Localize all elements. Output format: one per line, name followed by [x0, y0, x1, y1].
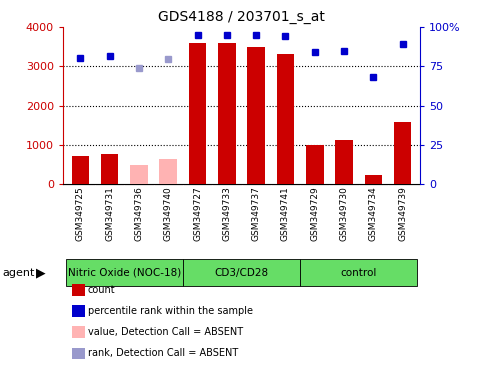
Text: value, Detection Call = ABSENT: value, Detection Call = ABSENT	[88, 327, 243, 337]
Bar	[335, 140, 353, 184]
Bar	[183, 259, 300, 286]
Bar	[218, 43, 236, 184]
Bar	[277, 55, 294, 184]
Text: CD3/CD28: CD3/CD28	[214, 268, 269, 278]
Bar	[159, 159, 177, 184]
Text: GSM349734: GSM349734	[369, 187, 378, 241]
Title: GDS4188 / 203701_s_at: GDS4188 / 203701_s_at	[158, 10, 325, 25]
Bar	[130, 166, 148, 184]
Text: GSM349739: GSM349739	[398, 187, 407, 242]
Text: GSM349733: GSM349733	[222, 187, 231, 242]
Text: percentile rank within the sample: percentile rank within the sample	[88, 306, 253, 316]
Text: GSM349725: GSM349725	[76, 187, 85, 241]
Bar	[189, 43, 206, 184]
Text: count: count	[88, 285, 115, 295]
Bar	[300, 259, 417, 286]
Text: GSM349729: GSM349729	[310, 187, 319, 241]
Text: ▶: ▶	[36, 266, 46, 279]
Text: GSM349727: GSM349727	[193, 187, 202, 241]
Text: GSM349730: GSM349730	[340, 187, 349, 242]
Text: rank, Detection Call = ABSENT: rank, Detection Call = ABSENT	[88, 348, 238, 358]
Bar	[306, 144, 324, 184]
Text: GSM349741: GSM349741	[281, 187, 290, 241]
Text: GSM349731: GSM349731	[105, 187, 114, 242]
Text: control: control	[341, 268, 377, 278]
Text: agent: agent	[2, 268, 35, 278]
Bar	[394, 122, 412, 184]
Text: GSM349736: GSM349736	[134, 187, 143, 242]
Bar	[71, 156, 89, 184]
Text: GSM349737: GSM349737	[252, 187, 261, 242]
Bar	[365, 175, 382, 184]
Bar	[101, 154, 118, 184]
Text: GSM349740: GSM349740	[164, 187, 173, 241]
Bar	[247, 47, 265, 184]
Text: Nitric Oxide (NOC-18): Nitric Oxide (NOC-18)	[68, 268, 181, 278]
Bar	[66, 259, 183, 286]
